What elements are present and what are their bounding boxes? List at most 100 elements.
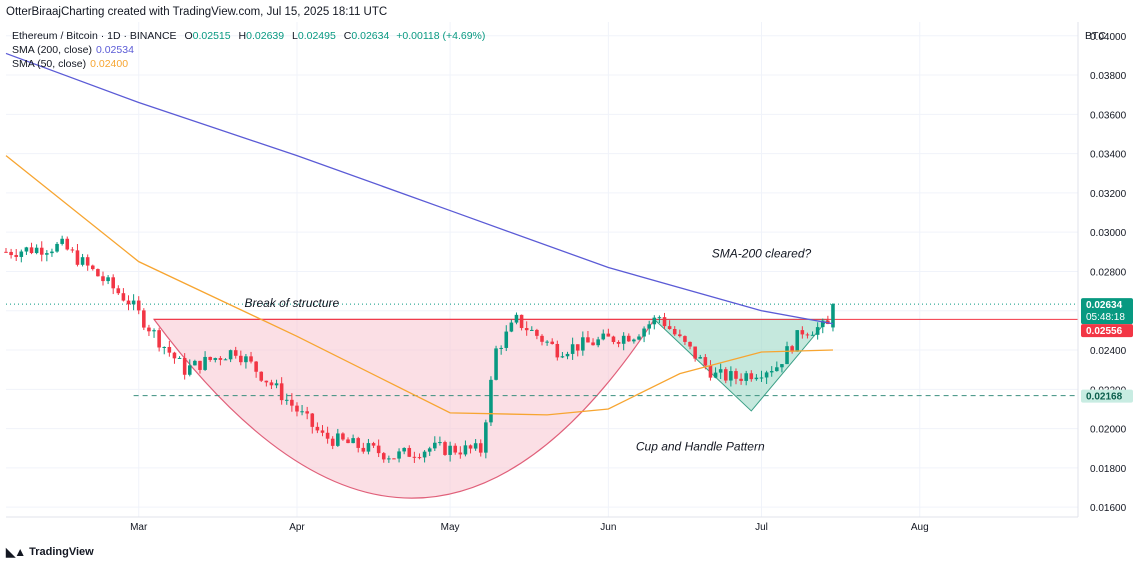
price-label-value: 0.02634 <box>1086 300 1123 311</box>
change-value: +0.00118 (+4.69%) <box>396 30 486 42</box>
candle-body <box>637 336 641 340</box>
candle-body <box>121 293 126 301</box>
candle-body <box>575 344 580 351</box>
x-tick-label: Aug <box>911 522 929 533</box>
candle-body <box>111 277 115 289</box>
candle-body <box>407 447 412 457</box>
candle-body <box>162 346 167 348</box>
candle-body <box>754 377 759 380</box>
candle-body <box>45 253 49 255</box>
candle-body <box>397 451 401 459</box>
y-tick-label: 0.03400 <box>1090 150 1127 161</box>
symbol-legend[interactable]: Ethereum / Bitcoin · 1D · BINANCE O0.025… <box>12 30 485 42</box>
candle-body <box>810 334 815 336</box>
candle-body <box>325 432 330 439</box>
price-label-box <box>1081 324 1133 338</box>
tradingview-logo[interactable]: ◣▲ TradingView <box>6 545 94 559</box>
candle-body <box>769 371 774 373</box>
candle-body <box>764 372 769 378</box>
candle-body <box>535 329 539 336</box>
sma50-label: SMA (50, close) <box>12 58 87 70</box>
candle-body <box>198 360 202 370</box>
candle-body <box>524 328 529 331</box>
candle-body <box>723 369 728 381</box>
candle-body <box>468 445 473 449</box>
candle-body <box>315 426 320 431</box>
candle-body <box>494 348 498 380</box>
candle-body <box>387 458 391 460</box>
candle-body <box>729 371 733 381</box>
candle-body <box>392 458 396 460</box>
candle-body <box>570 344 575 354</box>
candle-body <box>361 447 366 452</box>
candle-body <box>305 411 309 414</box>
candle-body <box>499 347 503 349</box>
annotation-label: Cup and Handle Pattern <box>636 440 765 454</box>
candle-body <box>126 300 131 305</box>
candle-body <box>698 357 703 359</box>
moving-averages <box>5 52 834 416</box>
candle-body <box>249 356 253 362</box>
grid <box>6 22 1078 517</box>
candle-body <box>596 339 600 346</box>
open-label: O <box>184 30 193 42</box>
candle-body <box>749 373 754 380</box>
currency-unit[interactable]: BTC <box>1085 30 1106 42</box>
candle-body <box>290 399 294 406</box>
candle-body <box>279 383 284 401</box>
candle-body <box>473 443 478 449</box>
candle-body <box>218 358 223 360</box>
tradingview-logo-icon: ◣▲ <box>6 545 26 559</box>
annotations: Break of structure SMA-200 cleared? Cup an… <box>245 247 812 454</box>
y-tick-label: 0.03800 <box>1090 71 1127 82</box>
candle-body <box>484 422 488 453</box>
candle-body <box>545 341 549 343</box>
candle-body <box>443 442 447 455</box>
candle-body <box>233 350 238 356</box>
candle-body <box>310 413 315 427</box>
candle-body <box>591 342 595 346</box>
close-value: 0.02634 <box>351 30 390 42</box>
candle-body <box>565 353 570 357</box>
sma200-value: 0.02534 <box>95 44 134 56</box>
candle-body <box>29 247 34 254</box>
candle-body <box>540 335 544 342</box>
candle-body <box>504 331 509 348</box>
annotation-label: Break of structure <box>245 296 340 310</box>
candle-body <box>65 238 70 250</box>
x-tick-label: Apr <box>289 522 305 533</box>
high-value: 0.02639 <box>246 30 285 42</box>
y-tick-label: 0.02400 <box>1090 346 1127 357</box>
tradingview-wordmark: TradingView <box>29 546 94 558</box>
sma200-legend[interactable]: SMA (200, close) 0.02534 <box>12 44 134 56</box>
candle-body <box>239 355 243 363</box>
candle-body <box>55 243 59 252</box>
y-tick-label: 0.03200 <box>1090 189 1127 200</box>
candle-body <box>652 317 657 325</box>
candle-body <box>34 247 39 254</box>
candle-body <box>800 330 805 335</box>
sma50-legend[interactable]: SMA (50, close) 0.02400 <box>12 58 128 70</box>
pattern-shapes <box>6 303 1078 499</box>
candle-body <box>147 327 151 332</box>
candle-body <box>417 457 422 459</box>
price-label-box <box>1081 389 1133 403</box>
candle-body <box>208 356 212 360</box>
candle-body <box>371 443 376 446</box>
candle-body <box>790 346 794 352</box>
candle-body <box>284 399 289 401</box>
candle-body <box>678 334 682 337</box>
candle-body <box>70 249 75 251</box>
candle-body <box>336 433 340 446</box>
candle-body <box>274 383 279 386</box>
sma200-line <box>5 52 834 325</box>
candle-body <box>167 346 172 353</box>
x-tick-label: May <box>441 522 460 533</box>
x-tick-label: Jul <box>755 522 768 533</box>
candle-body <box>647 324 651 329</box>
candle-body <box>223 359 228 361</box>
candle-body <box>264 380 269 383</box>
candle-body <box>632 339 636 342</box>
candle-body <box>346 439 350 444</box>
